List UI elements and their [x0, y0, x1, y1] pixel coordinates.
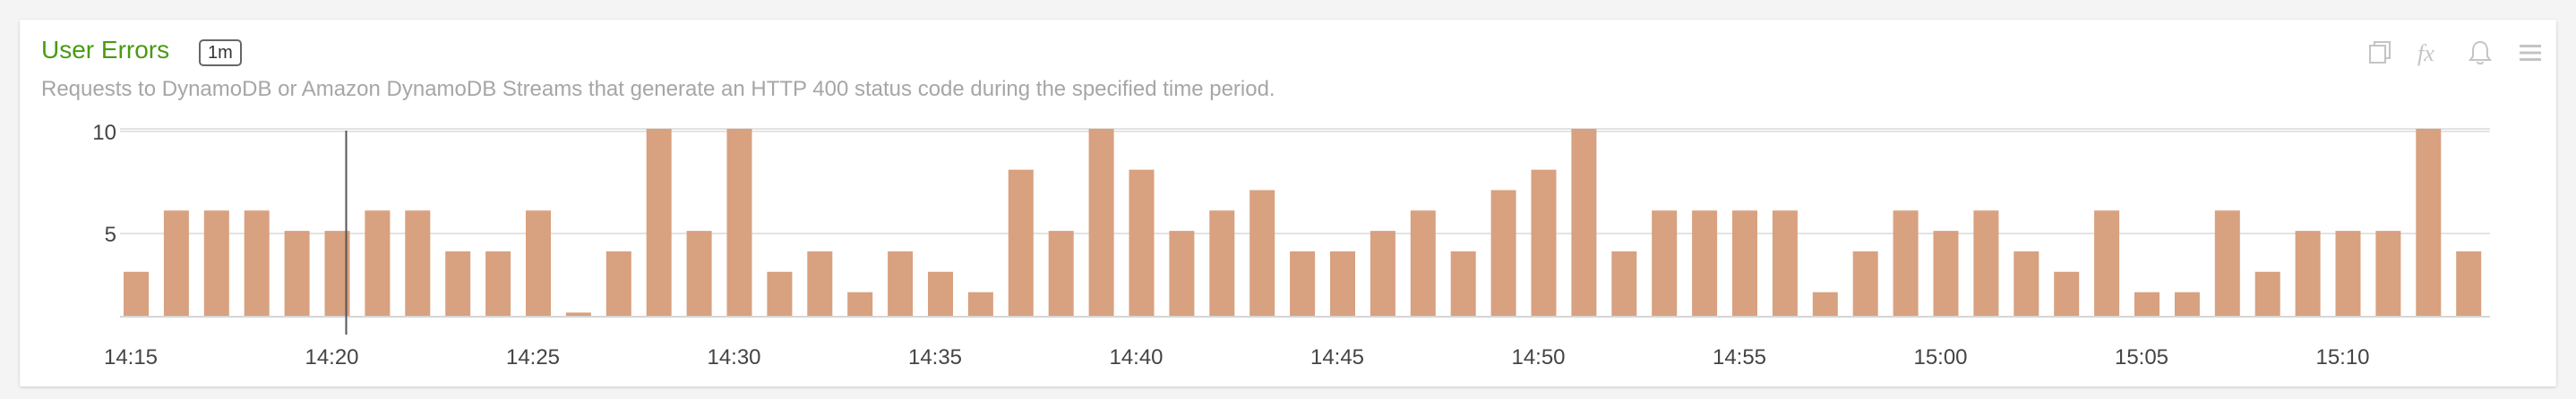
bar[interactable]	[2416, 129, 2442, 317]
svg-text:fx: fx	[2417, 40, 2434, 66]
fx-icon[interactable]: fx	[2415, 38, 2445, 68]
y-tick-label: 10	[92, 121, 116, 145]
bar[interactable]	[1531, 169, 1557, 317]
user-errors-panel: User Errors 1m Requests to DynamoDB or A…	[20, 20, 2556, 386]
x-tick-label: 14:30	[707, 345, 760, 369]
bar[interactable]	[1129, 169, 1155, 317]
bar[interactable]	[1330, 251, 1355, 317]
bar[interactable]	[2375, 231, 2401, 317]
bar[interactable]	[1933, 231, 1959, 317]
bar[interactable]	[1410, 210, 1436, 317]
user-errors-chart[interactable]: 5 10 14:15 14:20 14:25 14:30 14:35 14:40 14:45 14…	[20, 20, 2556, 386]
bar[interactable]	[2254, 271, 2280, 317]
x-tick-label: 14:25	[506, 345, 560, 369]
bar[interactable]	[1571, 129, 1597, 317]
bar[interactable]	[2214, 210, 2240, 317]
bar[interactable]	[2335, 231, 2361, 317]
bar[interactable]	[1209, 210, 1235, 317]
bar[interactable]	[124, 271, 149, 317]
bar[interactable]	[2054, 271, 2080, 317]
bar[interactable]	[1893, 210, 1919, 317]
bar[interactable]	[1048, 231, 1074, 317]
bar[interactable]	[244, 210, 270, 317]
bar[interactable]	[1732, 210, 1757, 317]
copy-icon[interactable]	[2365, 38, 2395, 68]
bar[interactable]	[1008, 169, 1034, 317]
x-tick-label: 14:50	[1511, 345, 1565, 369]
bell-icon[interactable]	[2465, 38, 2495, 68]
bar[interactable]	[646, 129, 672, 317]
menu-icon[interactable]	[2515, 38, 2546, 68]
y-tick-label: 5	[105, 223, 116, 247]
panel-description: Requests to DynamoDB or Amazon DynamoDB …	[41, 77, 1275, 101]
bar[interactable]	[485, 251, 511, 317]
bar[interactable]	[1370, 231, 1395, 317]
bar[interactable]	[605, 251, 631, 317]
x-tick-label: 15:10	[2315, 345, 2369, 369]
bar[interactable]	[967, 292, 993, 317]
x-tick-label: 14:55	[1713, 345, 1766, 369]
bar[interactable]	[405, 210, 431, 317]
bar[interactable]	[2174, 292, 2200, 317]
bar[interactable]	[365, 210, 391, 317]
panel-toolbar: fx	[2365, 38, 2546, 68]
bar[interactable]	[565, 312, 591, 317]
panel-title[interactable]: User Errors	[41, 36, 170, 64]
x-tick-label: 14:15	[104, 345, 158, 369]
bar[interactable]	[2456, 251, 2482, 317]
bar[interactable]	[2094, 210, 2120, 317]
bar[interactable]	[686, 231, 712, 317]
x-tick-label: 14:20	[305, 345, 358, 369]
bar[interactable]	[1812, 292, 1838, 317]
bar[interactable]	[1772, 210, 1798, 317]
bar[interactable]	[1652, 210, 1678, 317]
x-tick-label: 14:40	[1109, 345, 1163, 369]
bar[interactable]	[163, 210, 189, 317]
x-tick-label: 15:05	[2115, 345, 2168, 369]
bar[interactable]	[888, 251, 914, 317]
bar[interactable]	[1852, 251, 1878, 317]
x-tick-label: 14:45	[1310, 345, 1364, 369]
bar[interactable]	[767, 271, 793, 317]
bar[interactable]	[2014, 251, 2039, 317]
bar[interactable]	[807, 251, 833, 317]
bar[interactable]	[1490, 190, 1516, 318]
bar[interactable]	[1088, 129, 1114, 317]
bar[interactable]	[1450, 251, 1476, 317]
bar[interactable]	[1692, 210, 1718, 317]
interval-badge: 1m	[199, 39, 242, 66]
x-tick-label: 15:00	[1913, 345, 1967, 369]
bar[interactable]	[1611, 251, 1637, 317]
bar[interactable]	[847, 292, 873, 317]
bar[interactable]	[203, 210, 229, 317]
bar[interactable]	[284, 231, 310, 317]
bar[interactable]	[1973, 210, 1999, 317]
bar[interactable]	[445, 251, 471, 317]
bar[interactable]	[2295, 231, 2321, 317]
bar[interactable]	[2134, 292, 2160, 317]
bar[interactable]	[1290, 251, 1316, 317]
bar[interactable]	[726, 129, 752, 317]
bar[interactable]	[1169, 231, 1195, 317]
bar[interactable]	[526, 210, 551, 317]
x-tick-label: 14:35	[908, 345, 962, 369]
bar[interactable]	[928, 271, 953, 317]
bar[interactable]	[1249, 190, 1275, 318]
